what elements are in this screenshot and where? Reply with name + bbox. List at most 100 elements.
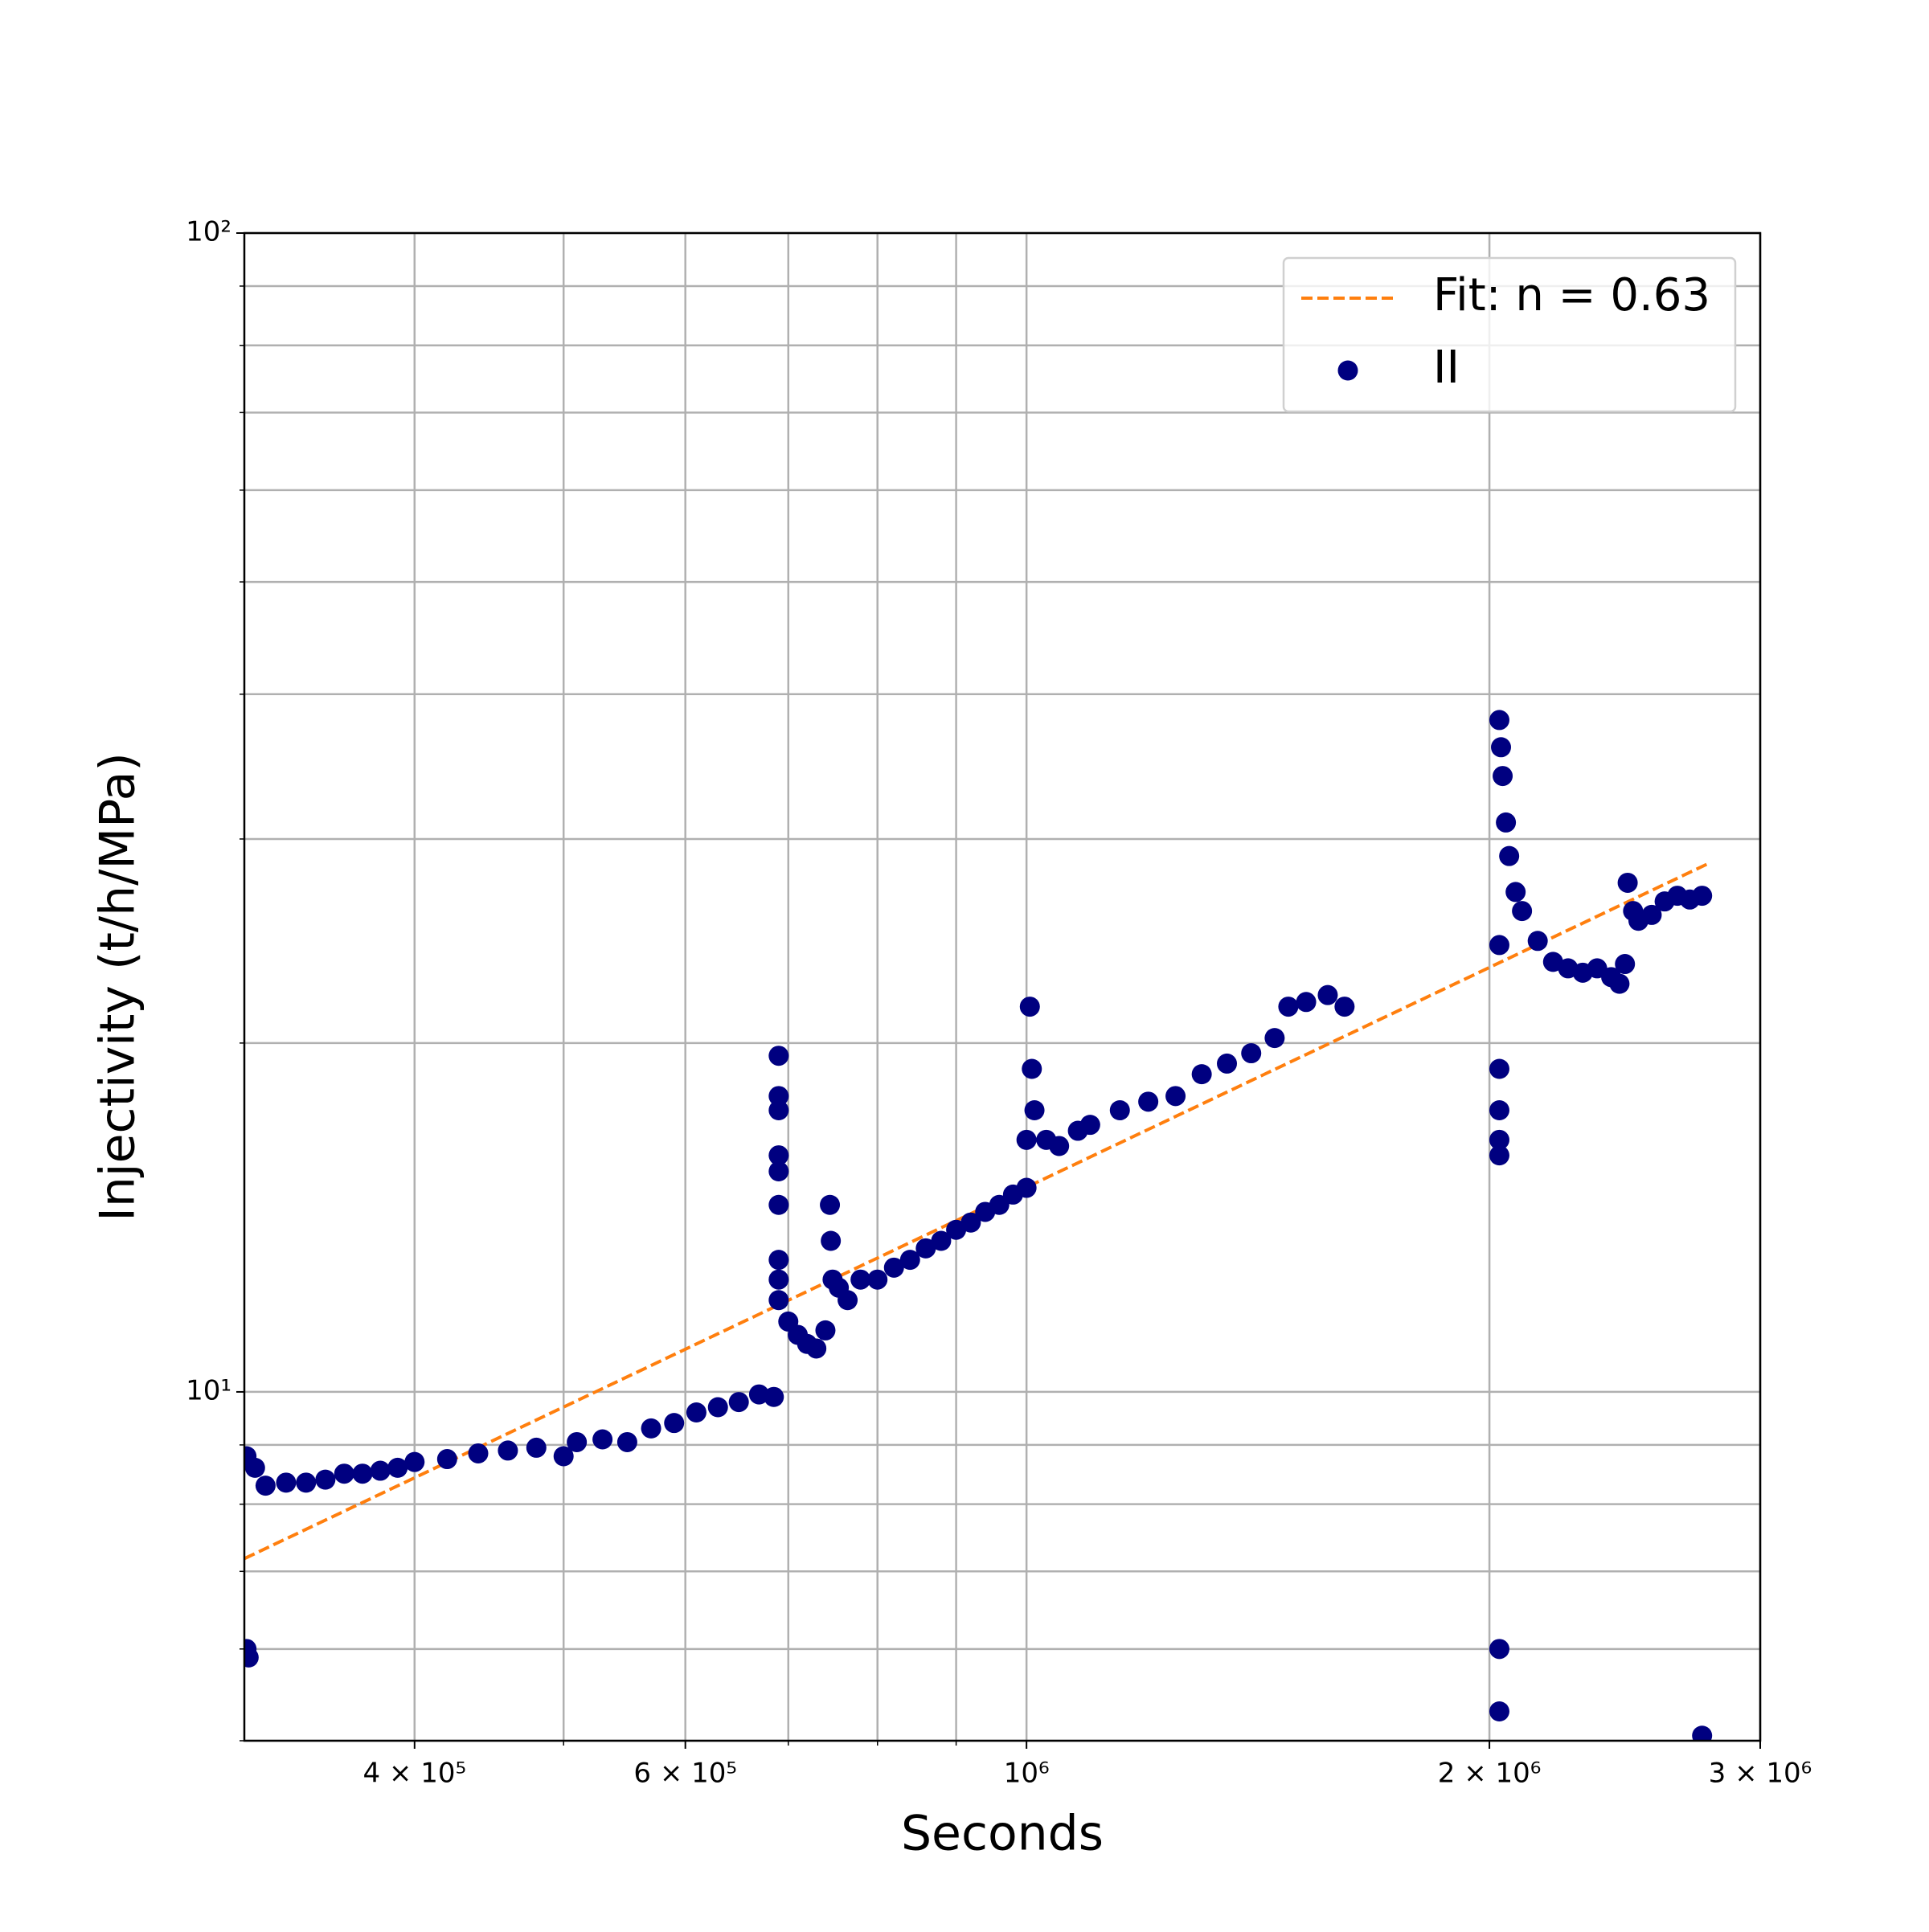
point [728, 1392, 749, 1413]
point [850, 1269, 871, 1290]
point [1505, 882, 1526, 903]
point [806, 1338, 827, 1359]
point [1609, 973, 1630, 994]
axes-frame [243, 231, 1762, 1742]
x-tick-label: 6 × 10⁵ [633, 1758, 737, 1790]
point [820, 1194, 841, 1215]
legend-marker [1337, 360, 1358, 381]
point [1016, 1177, 1037, 1198]
point [838, 1290, 858, 1311]
point [1527, 931, 1548, 952]
point [1489, 1145, 1509, 1166]
point [821, 1230, 842, 1251]
point [1241, 1043, 1262, 1064]
point [1499, 845, 1520, 866]
x-tick-label: 10⁶ [1004, 1758, 1050, 1790]
point [1489, 1701, 1509, 1722]
point [276, 1472, 297, 1493]
point [1496, 812, 1517, 833]
y-tick-label: 10² [186, 216, 231, 248]
point [1019, 997, 1040, 1017]
point [1165, 1086, 1186, 1107]
point [883, 1257, 904, 1278]
point [404, 1451, 425, 1472]
point [707, 1397, 728, 1418]
point [1022, 1058, 1042, 1079]
point [1296, 992, 1317, 1013]
point [899, 1250, 920, 1271]
point [1191, 1064, 1212, 1085]
point [1024, 1099, 1045, 1120]
point [1489, 710, 1509, 731]
point [553, 1446, 574, 1467]
x-tick-label: 3 × 10⁶ [1709, 1758, 1812, 1790]
point [1615, 954, 1636, 975]
point [768, 1269, 789, 1290]
point [567, 1431, 588, 1452]
point [768, 1046, 789, 1066]
point [815, 1320, 836, 1341]
point [616, 1431, 637, 1452]
point [255, 1476, 276, 1496]
point [1491, 737, 1512, 758]
point [498, 1440, 518, 1461]
point [768, 1160, 789, 1181]
point [764, 1386, 784, 1407]
point [1109, 1099, 1130, 1120]
point [1617, 872, 1638, 893]
legend-box [1282, 256, 1737, 413]
point [768, 1250, 789, 1271]
point [468, 1443, 489, 1463]
point [1049, 1136, 1070, 1156]
point [748, 1384, 769, 1405]
point [334, 1463, 354, 1484]
point [768, 1099, 789, 1120]
point [1217, 1053, 1238, 1074]
point [1692, 886, 1713, 907]
point [352, 1463, 373, 1484]
grid [244, 231, 1762, 1742]
point [315, 1469, 336, 1490]
point [244, 1457, 265, 1478]
point [1542, 952, 1563, 972]
point [1512, 901, 1533, 922]
point [1489, 1058, 1509, 1079]
point [960, 1212, 981, 1233]
point [526, 1437, 547, 1458]
point [768, 1194, 789, 1215]
point [1489, 935, 1509, 956]
point [370, 1460, 391, 1481]
point [768, 1086, 789, 1107]
point [296, 1472, 317, 1493]
point [867, 1269, 888, 1290]
point [641, 1418, 661, 1439]
point [1493, 766, 1513, 787]
point [989, 1194, 1010, 1215]
point [1264, 1028, 1285, 1049]
point [436, 1449, 457, 1470]
y-tick-label: 10¹ [186, 1374, 231, 1406]
legend-label: Fit: n = 0.63 [1433, 269, 1710, 321]
point [1278, 997, 1299, 1017]
x-tick-label: 4 × 10⁵ [362, 1758, 466, 1790]
point [1489, 1639, 1509, 1660]
point [244, 1639, 257, 1660]
point [387, 1457, 408, 1478]
point [1317, 984, 1338, 1005]
plot [244, 710, 1713, 1741]
point [1641, 904, 1662, 925]
point [686, 1402, 706, 1422]
point [1079, 1115, 1100, 1136]
point [915, 1238, 936, 1259]
legend-label: II [1433, 342, 1460, 394]
point [768, 1290, 789, 1311]
point [1489, 1129, 1509, 1150]
x-axis-label: Seconds [901, 1806, 1104, 1862]
point [1138, 1091, 1159, 1112]
point [592, 1429, 613, 1450]
y-axis-label: Injectivity (t/h/MPa) [90, 752, 146, 1222]
point [1489, 1099, 1509, 1120]
point [1334, 997, 1355, 1017]
point [1016, 1129, 1037, 1150]
